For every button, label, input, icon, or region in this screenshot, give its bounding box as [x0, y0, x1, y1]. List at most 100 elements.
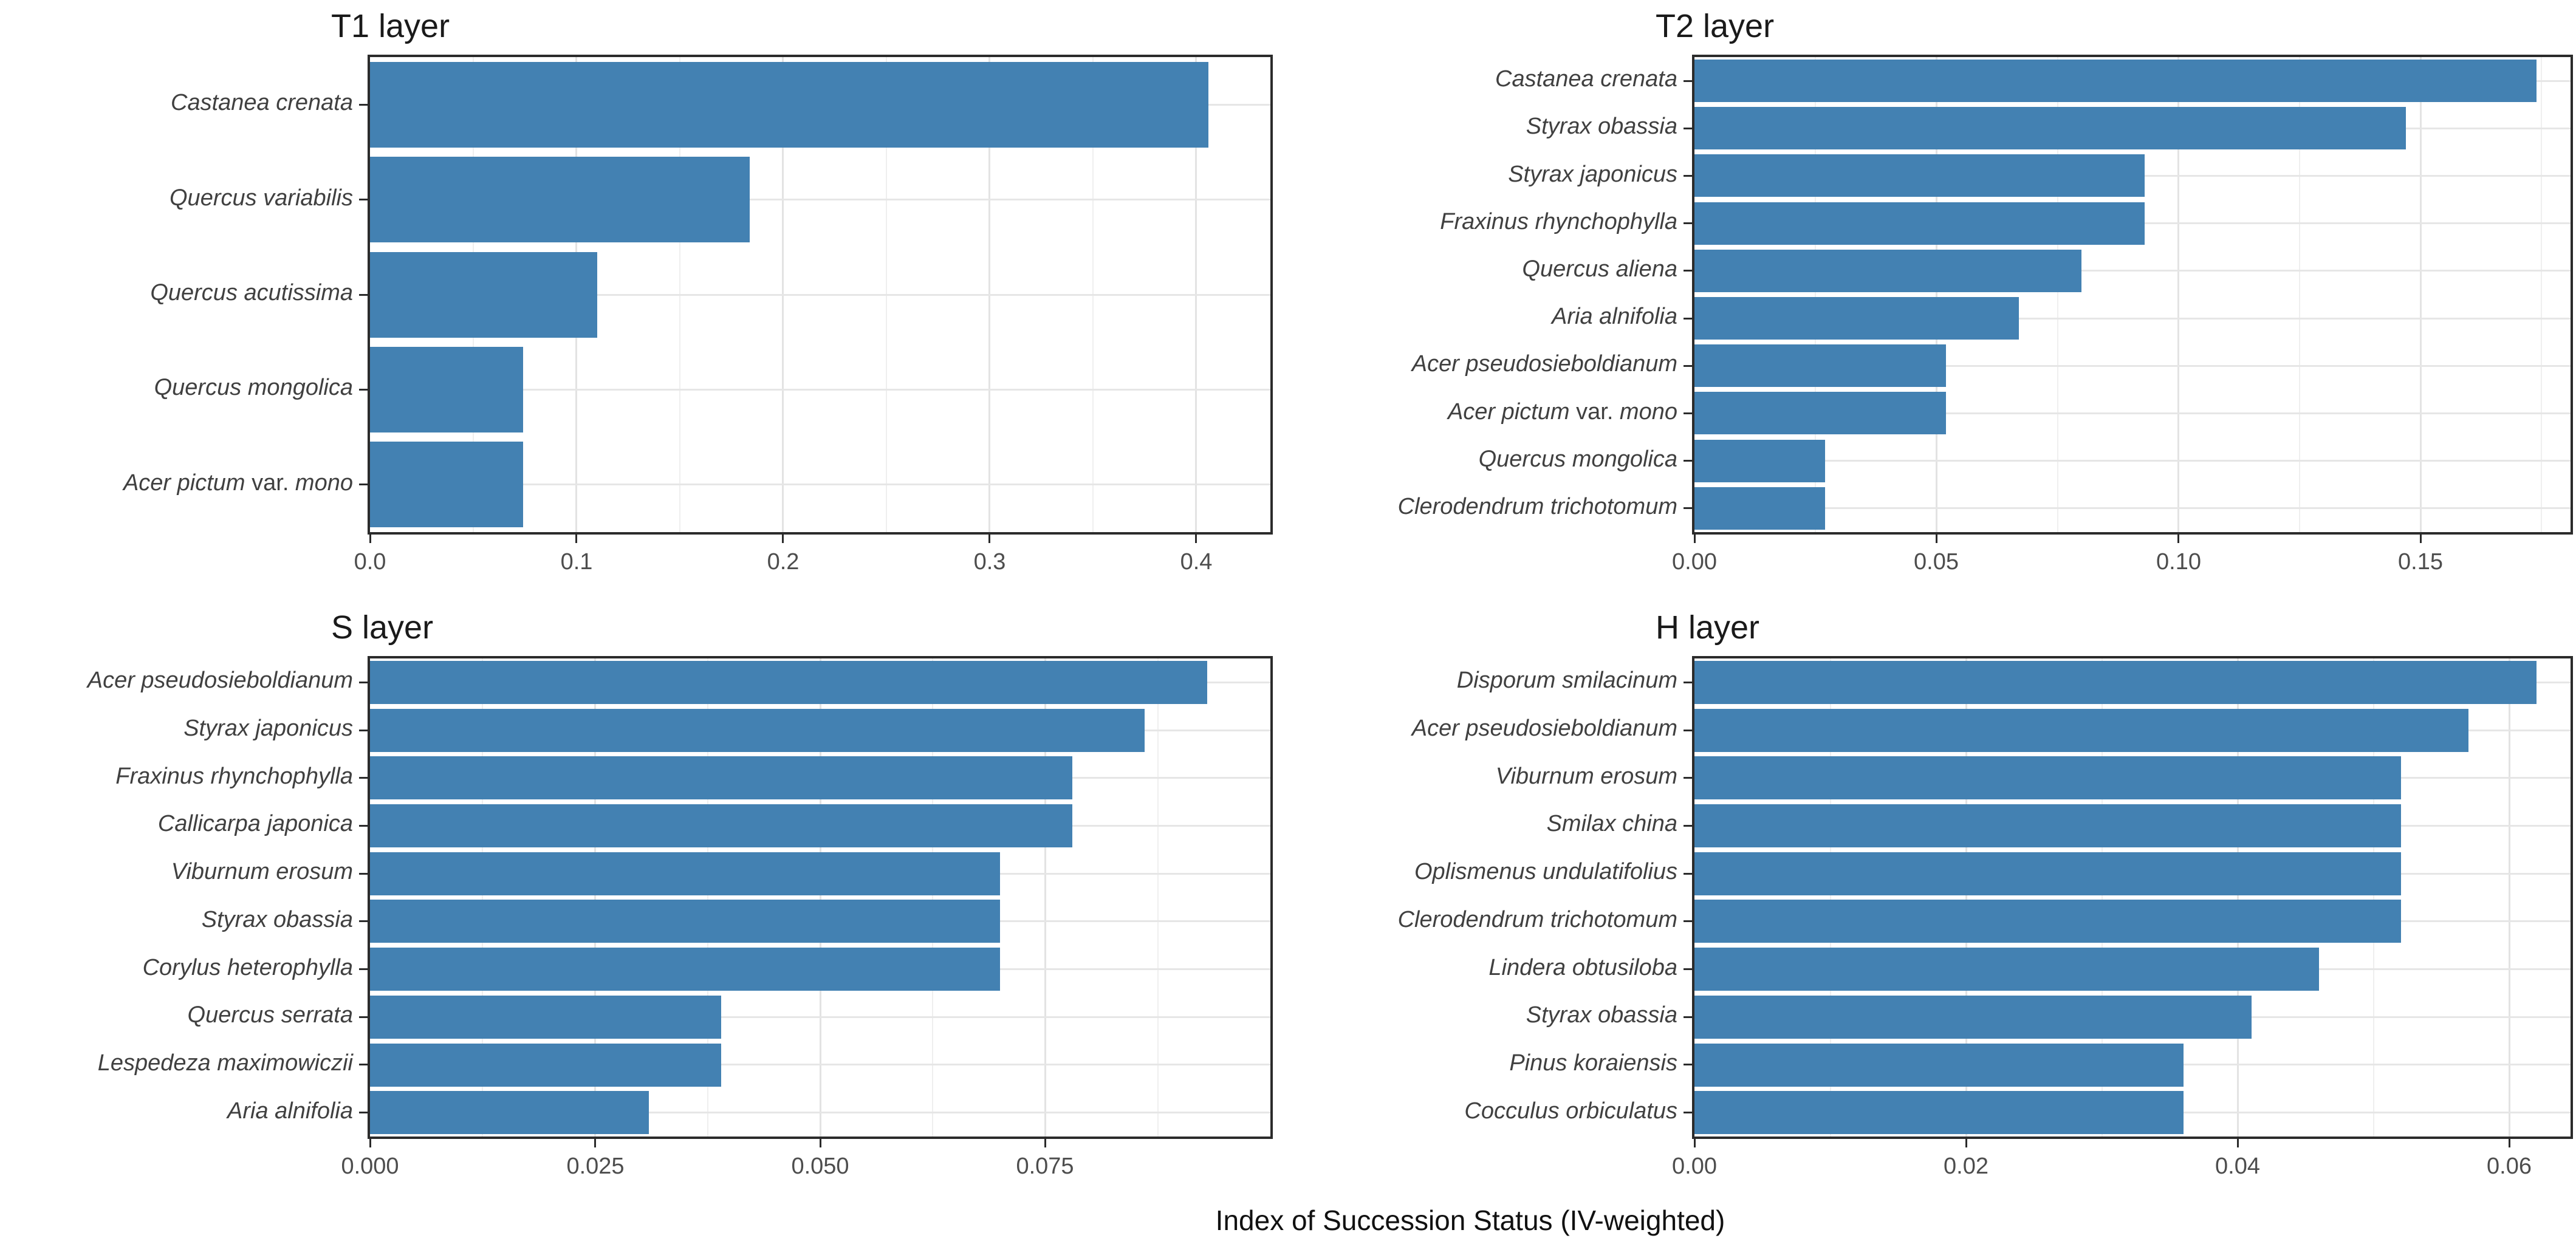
- bar: [1694, 250, 2081, 292]
- bar: [370, 996, 721, 1039]
- y-axis-label: Lespedeza maximowiczii: [97, 1050, 353, 1076]
- x-axis-tick: [2509, 1139, 2510, 1147]
- y-axis-label: Fraxinus rhynchophylla: [1440, 209, 1677, 234]
- bar: [370, 1044, 721, 1087]
- minor-gridline: [1815, 57, 1816, 532]
- y-axis-tick: [1684, 175, 1692, 177]
- x-axis-tick-label: 0.00: [1672, 549, 1717, 575]
- y-axis-label: Acer pseudosieboldianum: [1411, 716, 1677, 741]
- bar: [370, 157, 750, 242]
- bar: [370, 852, 1000, 895]
- y-axis-label: Quercus variabilis: [170, 185, 353, 211]
- x-axis-tick: [782, 535, 784, 543]
- x-axis-caption: Index of Succession Status (IV-weighted): [1215, 1205, 1725, 1236]
- minor-gridline: [2057, 57, 2058, 532]
- bar: [1694, 1091, 2184, 1134]
- x-axis-tick-label: 0.0: [354, 549, 386, 575]
- bar: [370, 1091, 649, 1134]
- y-axis-label: Quercus mongolica: [1478, 446, 1677, 472]
- bar: [370, 804, 1072, 847]
- panel-title-t2-layer: T2 layer: [1656, 8, 1775, 44]
- bar: [1694, 996, 2252, 1039]
- x-axis-tick-label: 0.15: [2398, 549, 2443, 575]
- plot-area-1: [368, 55, 1273, 535]
- y-axis-tick: [1684, 730, 1692, 731]
- bar: [1694, 1044, 2184, 1087]
- category-gridline: [370, 484, 1270, 485]
- x-axis-tick: [369, 1139, 371, 1147]
- x-axis-tick-label: 0.025: [566, 1154, 625, 1179]
- y-axis-tick: [1684, 920, 1692, 922]
- y-axis-tick: [359, 1064, 368, 1065]
- y-axis-tick: [1684, 777, 1692, 779]
- bar: [1694, 804, 2401, 847]
- plot-area-2: [1692, 55, 2573, 535]
- major-gridline: [2420, 57, 2422, 532]
- plot-area-3: [368, 656, 1273, 1139]
- y-axis-tick: [1684, 412, 1692, 414]
- x-axis-tick: [2237, 1139, 2239, 1147]
- bar: [1694, 852, 2401, 895]
- bar: [1694, 661, 2537, 704]
- y-axis-label: Acer pseudosieboldianum: [1411, 351, 1677, 377]
- x-axis-tick: [820, 1139, 821, 1147]
- y-axis-tick: [1684, 507, 1692, 509]
- y-axis-tick: [1684, 1016, 1692, 1018]
- y-axis-label: Castanea crenata: [171, 90, 353, 115]
- x-axis-tick: [1044, 1139, 1046, 1147]
- bar: [370, 347, 523, 432]
- x-axis-tick: [2420, 535, 2422, 543]
- category-gridline: [1694, 270, 2571, 272]
- x-axis-tick: [988, 535, 990, 543]
- major-gridline: [594, 658, 596, 1137]
- y-axis-tick: [1684, 365, 1692, 367]
- y-axis-tick: [359, 920, 368, 922]
- y-axis-tick: [1684, 873, 1692, 875]
- bar: [370, 709, 1145, 752]
- y-axis-label: Callicarpa japonica: [157, 811, 353, 836]
- category-gridline: [370, 199, 1270, 200]
- minor-gridline: [707, 658, 708, 1137]
- bar: [1694, 392, 1946, 434]
- y-axis-label: Styrax japonicus: [1508, 162, 1677, 187]
- x-axis-tick-label: 0.00: [1672, 1154, 1717, 1179]
- x-axis-tick-label: 0.02: [1944, 1154, 1989, 1179]
- x-axis-tick-label: 0.10: [2156, 549, 2201, 575]
- panel-title-s-layer: S layer: [331, 609, 434, 646]
- category-gridline: [1694, 460, 2571, 462]
- bar: [370, 442, 523, 527]
- major-gridline: [2177, 57, 2179, 532]
- y-axis-tick: [1684, 825, 1692, 827]
- bar: [1694, 756, 2401, 799]
- x-axis-tick: [594, 1139, 596, 1147]
- bar: [1694, 948, 2319, 991]
- y-axis-tick: [359, 199, 368, 200]
- minor-gridline: [482, 658, 483, 1137]
- x-axis-tick-label: 0.06: [2487, 1154, 2532, 1179]
- y-axis-tick: [1684, 1064, 1692, 1065]
- y-axis-tick: [359, 1112, 368, 1113]
- y-axis-label: Castanea crenata: [1495, 66, 1677, 92]
- y-axis-tick: [359, 682, 368, 683]
- x-axis-tick: [369, 535, 371, 543]
- y-axis-label: Disporum smilacinum: [1456, 668, 1677, 693]
- y-axis-label: Lindera obtusiloba: [1488, 955, 1677, 980]
- y-axis-label: Quercus serrata: [187, 1002, 353, 1028]
- x-axis-tick-label: 0.2: [767, 549, 800, 575]
- major-gridline: [1965, 658, 1967, 1137]
- y-axis-label: Viburnum erosum: [171, 859, 353, 884]
- x-axis-tick: [1936, 535, 1937, 543]
- minor-gridline: [2373, 658, 2374, 1137]
- category-gridline: [370, 1016, 1270, 1018]
- y-axis-label: Oplismenus undulatifolius: [1414, 859, 1677, 884]
- y-axis-label: Cocculus orbiculatus: [1464, 1098, 1677, 1124]
- x-axis-tick: [575, 535, 577, 543]
- bar: [1694, 709, 2468, 752]
- y-axis-label: Acer pictum var. mono: [1447, 399, 1677, 425]
- y-axis-tick: [359, 484, 368, 485]
- y-axis-tick: [359, 730, 368, 731]
- y-axis-label: Acer pictum var. mono: [123, 470, 353, 496]
- x-axis-tick-label: 0.1: [560, 549, 593, 575]
- category-gridline: [370, 389, 1270, 391]
- minor-gridline: [2102, 658, 2103, 1137]
